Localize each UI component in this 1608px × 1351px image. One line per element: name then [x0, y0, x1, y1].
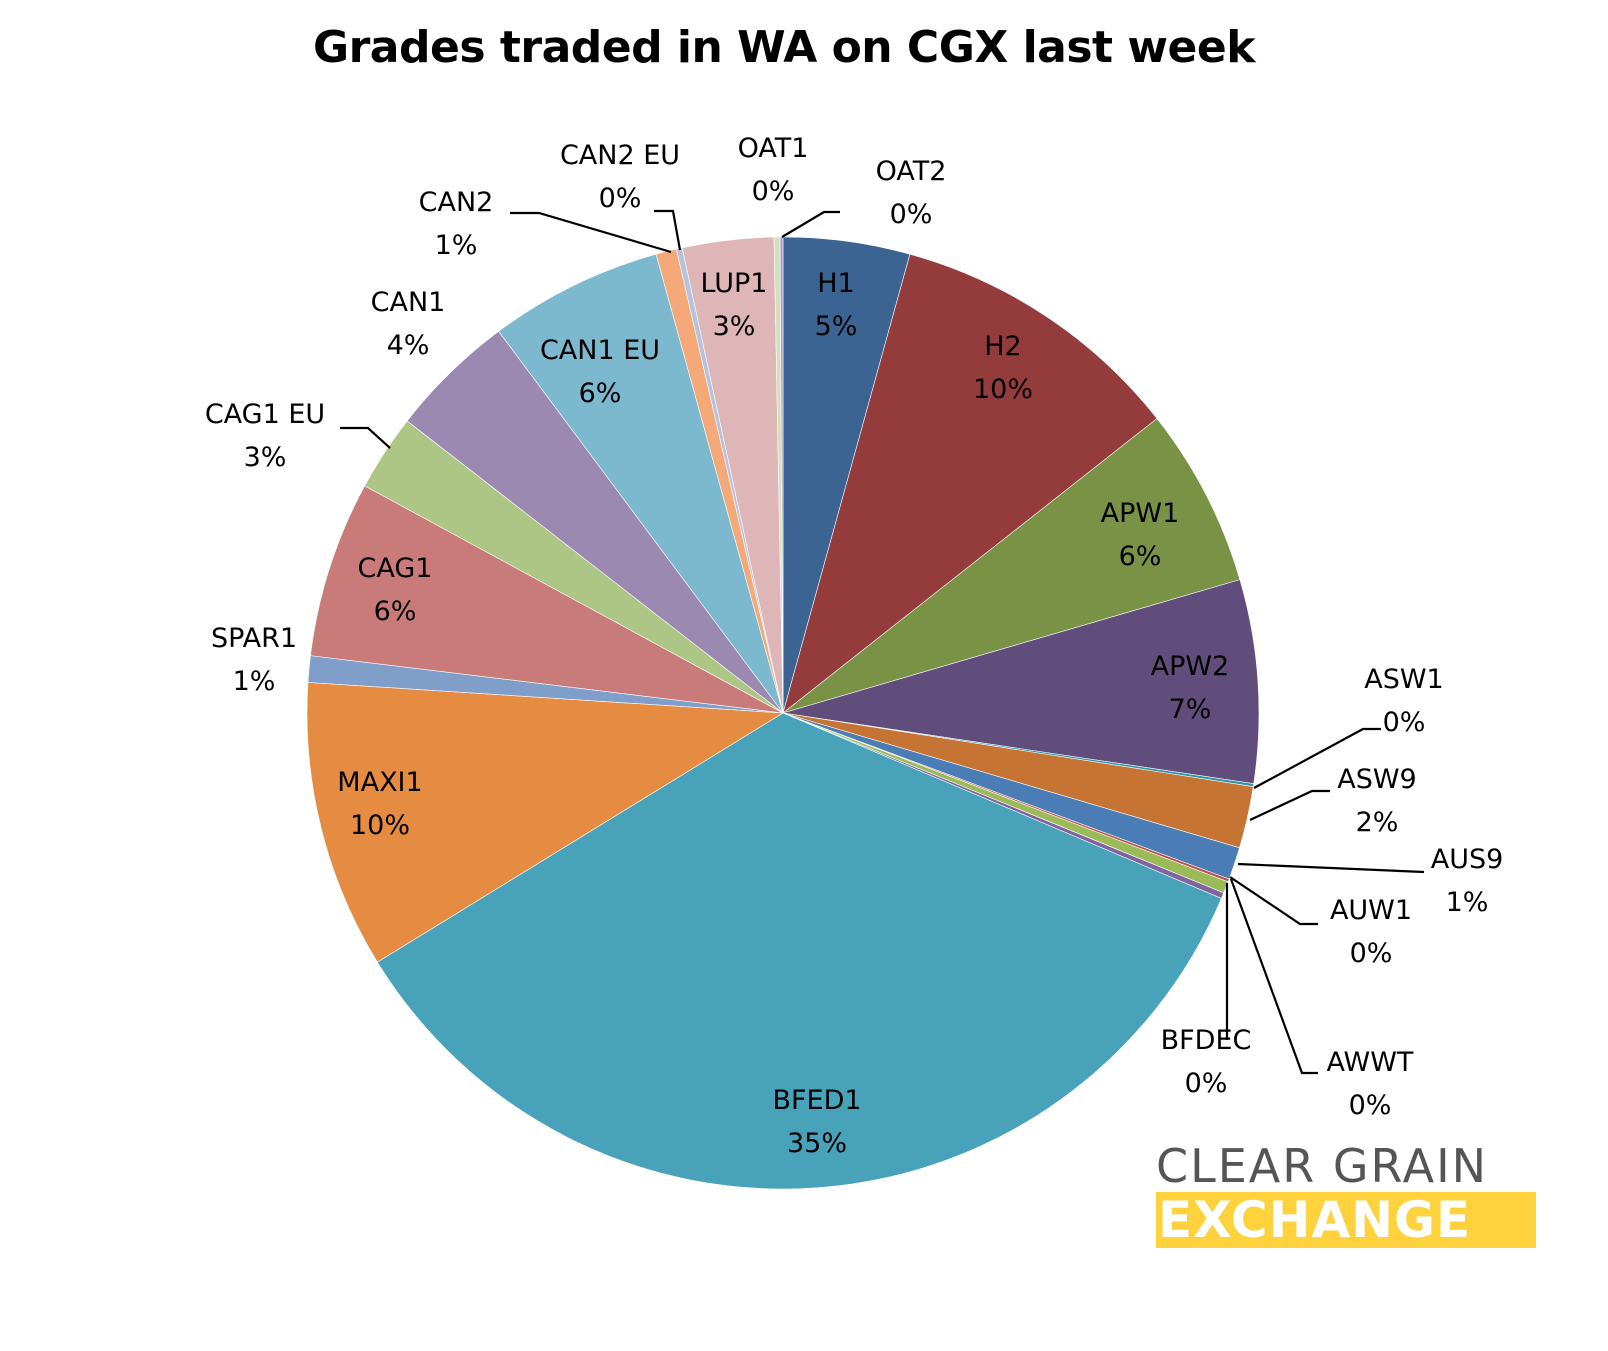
data-label-apw2: APW2 7% [1151, 651, 1230, 725]
clear-grain-exchange-logo: CLEAR GRAIN EXCHANGE [1156, 1140, 1536, 1248]
data-label-h1: H1 5% [815, 268, 858, 342]
pie-slice-h2 [782, 253, 1158, 714]
leader-lines [340, 209, 1425, 1075]
leader-line-asw9 [1249, 789, 1330, 821]
data-label-asw9: ASW9 2% [1337, 764, 1416, 838]
data-label-auw1: AUW1 0% [1330, 895, 1412, 969]
logo-line-2: EXCHANGE [1156, 1192, 1536, 1248]
leader-line-oat2 [781, 210, 840, 238]
leader-line-auw1 [1229, 876, 1318, 926]
pie-slice-bfed1 [376, 712, 1222, 1190]
data-label-oat1: OAT1 0% [738, 133, 809, 207]
data-label-can2: CAN2 1% [419, 187, 494, 261]
data-labels: H1 5% H2 10% APW1 6% APW2 7% ASW1 0% ASW9 2%AUS9 1% A… [205, 133, 1503, 1159]
leader-line-aus9 [1237, 862, 1425, 874]
data-label-maxi1: MAXI1 10% [337, 767, 422, 841]
data-label-apw1: APW1 6% [1101, 498, 1180, 572]
pie-slices [306, 236, 1260, 1190]
data-label-bfdec: BFDEC 0% [1161, 1025, 1252, 1099]
pie-slice-cag1 [310, 485, 784, 714]
data-label-lup1: LUP1 3% [701, 268, 768, 342]
data-label-cag1: CAG1 6% [358, 553, 433, 627]
leader-line-cag1-eu [340, 426, 391, 449]
leader-line-asw1 [1253, 727, 1381, 789]
pie-slice-maxi1 [306, 682, 784, 963]
data-label-asw1: ASW1 0% [1364, 664, 1443, 738]
logo-line-1: CLEAR GRAIN [1156, 1139, 1489, 1193]
chart-title: Grades traded in WA on CGX last week [312, 22, 1256, 73]
data-label-can2-eu: CAN2 EU 0% [560, 140, 680, 214]
leader-line-awwt [1229, 878, 1318, 1075]
data-label-awwt: AWWT 0% [1327, 1047, 1414, 1121]
leader-line-can2 [510, 211, 672, 254]
pie-slice-can1-eu [498, 253, 784, 714]
data-label-h2: H2 10% [973, 331, 1033, 405]
leader-line-can2-eu [654, 209, 682, 251]
pie-slice-apw2 [782, 579, 1260, 785]
pie-slice-apw1 [782, 418, 1241, 714]
data-label-cag1-eu: CAG1 EU 3% [205, 399, 325, 473]
data-label-bfed1: BFED1 35% [772, 1085, 861, 1159]
data-label-aus9: AUS9 1% [1431, 844, 1504, 918]
data-label-can1: CAN1 4% [371, 287, 446, 361]
data-label-can1-eu: CAN1 EU 6% [540, 335, 660, 409]
data-label-spar1: SPAR1 1% [211, 623, 297, 697]
data-label-oat2: OAT2 0% [876, 156, 947, 230]
